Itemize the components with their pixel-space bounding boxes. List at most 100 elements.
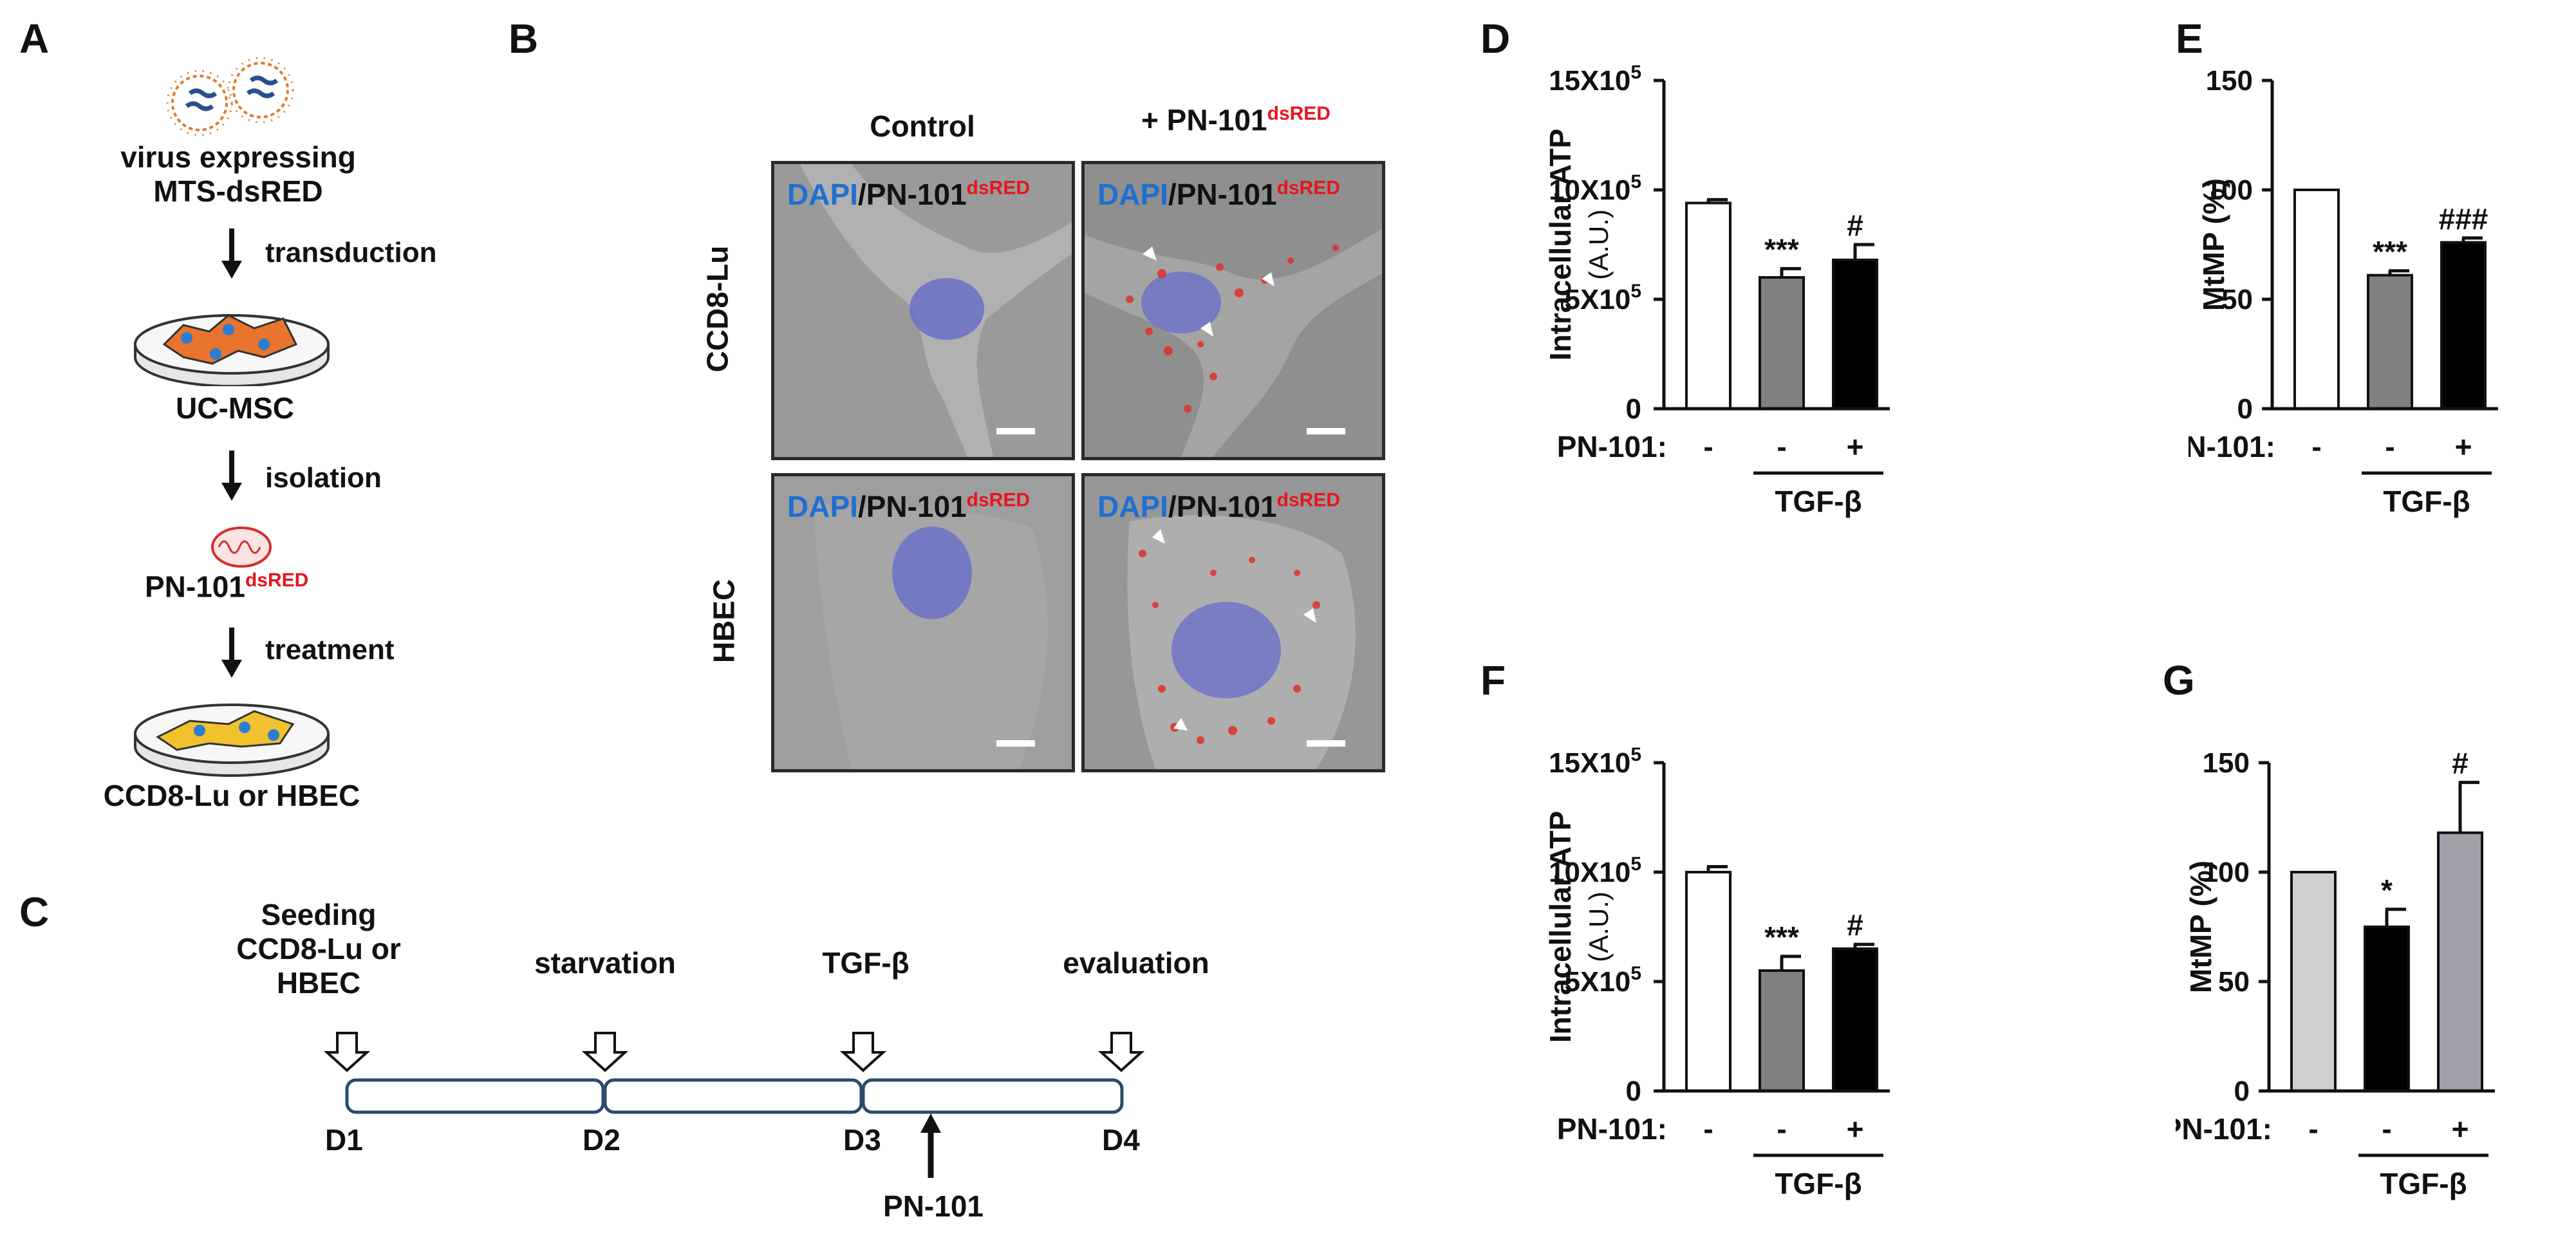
x-category-label: - [2382,1112,2391,1146]
down-arrow-icon [221,628,242,678]
label-dapi: DAPI [1097,490,1168,523]
significance-label: *** [2373,235,2407,268]
row-label-ccd8: CCD8-Lu [700,245,734,373]
event-seeding-3: HBEC [276,965,361,1000]
virus-particle-icon [166,70,233,136]
row-label: PN-101: [2189,430,2275,463]
column-header-treat-sup: dsRED [1267,103,1330,124]
panel-label-f: F [1480,657,1506,703]
bar [2440,241,2487,410]
virus-label: virus expressing [120,140,356,174]
significance-label: # [2452,747,2469,780]
day-2: D2 [583,1123,621,1157]
group-label: TGF-β [2383,485,2470,518]
cell-image [800,164,1072,457]
step-treatment: treatment [265,634,395,666]
bar [1832,258,1878,410]
row-label-hbec: HBEC [707,579,741,664]
y-axis-label: MtMP (%) [2184,861,2217,993]
y-tick-label: 0 [2237,393,2253,425]
x-category-label: - [2311,430,2321,463]
timeline-open-arrows [323,1032,1145,1072]
y-tick-label: 0 [2234,1076,2250,1107]
label-pn: PN-101 [1176,490,1277,523]
x-category-label: - [1777,430,1786,463]
bar [2437,831,2483,1093]
y-tick-label: 150 [2206,65,2253,97]
treatment-label: PN-101 [883,1189,984,1223]
y-tick-label: 150 [2203,747,2250,779]
group-label: TGF-β [2380,1167,2467,1200]
label-slash: / [1168,178,1177,211]
bar [1685,871,1731,1092]
y-tick-label: 10X105 [1549,853,1641,888]
y-tick-label: 0 [1626,1076,1641,1107]
culture-dish-msc-icon [134,314,330,386]
significance-label: # [1847,908,1863,942]
label-pn: PN-101 [866,178,967,211]
label-slash: / [857,178,866,211]
timeline-segments [345,1078,1124,1114]
label-slash: / [857,490,866,523]
bar [2364,926,2410,1092]
event-starvation: starvation [534,946,676,980]
mitochondrion-icon [211,526,272,568]
day-4: D4 [1102,1123,1140,1157]
row-label: PN-101: [2176,1112,2272,1146]
label-slash: / [1168,490,1177,523]
event-tgf: TGF-β [822,946,910,980]
virus-particles-icon [166,57,294,136]
label-pn: PN-101 [1176,178,1277,211]
panel-label-g: G [2163,657,2195,703]
target-label: CCD8-Lu or HBEC [103,779,360,812]
treatment-arrow-head-icon [920,1113,941,1133]
y-axis-unit: (A.U.) [1583,891,1614,962]
y-axis-label: Intracellular ATP [1544,129,1577,360]
label-dapi: DAPI [787,490,858,523]
micrograph-ccd8-treated: DAPI/PN-101dsRED [1081,161,1385,460]
panel-label-d: D [1480,15,1511,62]
x-category-label: - [1703,430,1713,463]
product-label: PN-101 [145,570,245,604]
row-label: PN-101: [1557,430,1667,463]
chart-g-mtmp: 150 100 50 0 MtMP (%) - * - # + PN-101: TGF-β [2176,747,2495,1200]
panel-label-a: A [19,15,50,62]
panel-label-c: C [19,889,50,935]
label-pn: PN-101 [866,490,967,523]
day-1: D1 [325,1123,363,1157]
y-tick-label: 0 [1626,393,1641,425]
significance-label: * [2381,873,2393,907]
cell-label: UC-MSC [176,391,294,425]
timeline [323,1032,1145,1178]
label-sup: dsRED [966,489,1031,511]
column-header-control: Control [870,109,975,143]
label-sup: dsRED [1276,489,1341,511]
chart-e-mtmp: 150 100 50 0 MtMP (%) - *** - ### + PN-101: TGF-β [2189,65,2498,518]
x-category-label: - [2385,430,2394,463]
panel-label-b: B [509,15,539,62]
day-3: D3 [843,1123,881,1157]
product-label-sup: dsRED [245,570,309,591]
down-arrow-icon [221,228,242,279]
y-tick-label: 100 [2206,174,2253,206]
chart-d-atp: 15X105 10X105 5X105 0 Intracellular ATP (A.U.… [1544,62,1890,518]
significance-label: *** [1764,920,1799,954]
step-transduction: transduction [265,237,437,268]
panel-label-e: E [2176,15,2203,62]
significance-label: *** [1764,232,1799,266]
down-arrow-icon [221,451,242,501]
y-tick-label: 100 [2203,857,2250,888]
bar [2293,189,2340,410]
culture-dish-target-icon [134,703,330,777]
event-evaluation: evaluation [1063,946,1209,980]
x-category-label: + [1847,430,1864,463]
bar [1832,947,1878,1092]
x-category-label: + [2455,430,2472,463]
y-tick-label: 50 [2221,284,2253,315]
x-category-label: - [1703,1112,1713,1146]
column-header-treat: + PN-101 [1141,103,1267,137]
row-label: PN-101: [1557,1112,1667,1146]
bar [1759,276,1805,410]
micrograph-hbec-control: DAPI/PN-101dsRED [771,473,1075,772]
